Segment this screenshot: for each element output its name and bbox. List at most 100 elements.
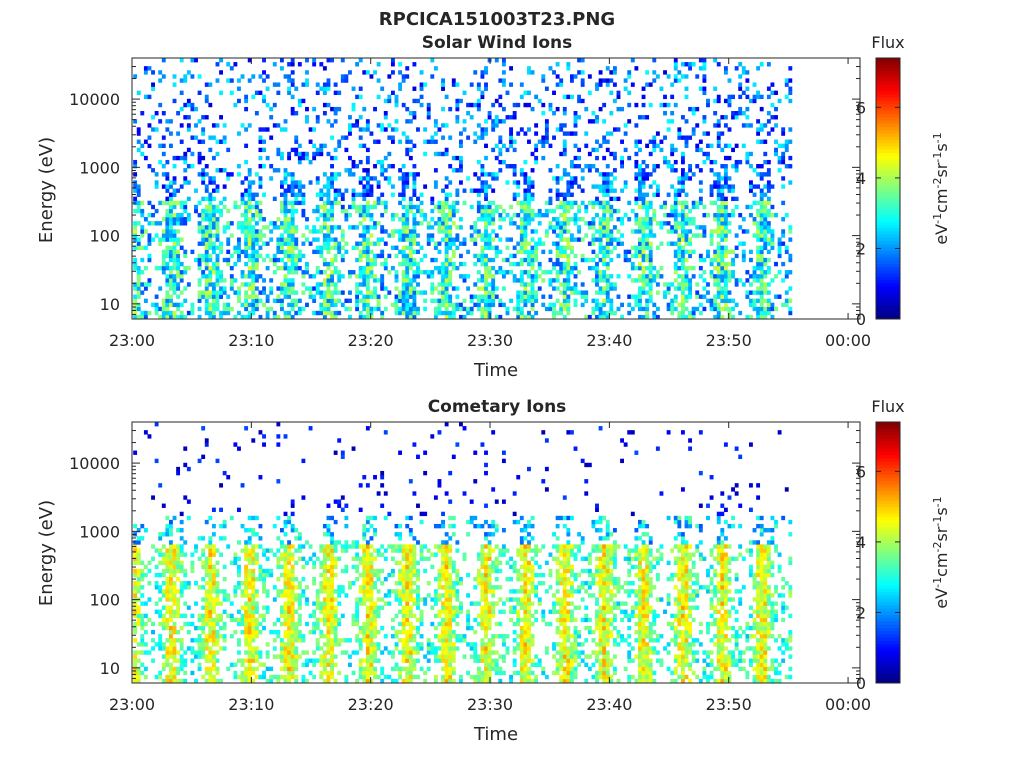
heatmap-cell bbox=[519, 249, 524, 255]
heatmap-cell bbox=[365, 314, 370, 320]
heatmap-cell bbox=[169, 221, 173, 226]
heatmap-cell bbox=[609, 78, 614, 83]
heatmap-cell bbox=[716, 221, 721, 226]
heatmap-cell bbox=[673, 58, 678, 63]
heatmap-cell bbox=[433, 184, 438, 189]
heatmap-cell bbox=[519, 274, 524, 279]
heatmap-cell bbox=[723, 168, 728, 173]
heatmap-cell bbox=[362, 168, 367, 173]
heatmap-cell bbox=[555, 106, 560, 112]
heatmap-cell bbox=[444, 278, 449, 283]
heatmap-cell bbox=[723, 180, 728, 185]
heatmap-cell bbox=[394, 286, 399, 291]
heatmap-cell bbox=[283, 253, 288, 259]
heatmap-cell bbox=[534, 257, 539, 263]
heatmap-cell bbox=[222, 184, 227, 189]
heatmap-cell bbox=[176, 270, 181, 275]
heatmap-cell bbox=[638, 221, 642, 226]
heatmap-cell bbox=[584, 257, 589, 263]
heatmap-cell bbox=[727, 274, 732, 279]
colorbar-segment bbox=[876, 221, 900, 225]
heatmap-cell bbox=[219, 589, 223, 594]
heatmap-cell bbox=[172, 560, 177, 566]
heatmap-cell bbox=[512, 180, 517, 185]
heatmap-cell bbox=[713, 86, 718, 91]
heatmap-cell bbox=[401, 261, 406, 267]
heatmap-cell bbox=[706, 98, 710, 104]
heatmap-cell bbox=[233, 629, 238, 635]
heatmap-cell bbox=[405, 176, 410, 181]
heatmap-cell bbox=[498, 237, 503, 242]
heatmap-cell bbox=[781, 159, 786, 165]
heatmap-cell bbox=[398, 306, 403, 312]
heatmap-cell bbox=[709, 274, 714, 279]
heatmap-cell bbox=[441, 286, 445, 291]
heatmap-cell bbox=[258, 274, 263, 279]
heatmap-cell bbox=[555, 127, 560, 132]
heatmap-cell bbox=[720, 290, 725, 295]
heatmap-cell bbox=[290, 82, 295, 87]
heatmap-cell bbox=[641, 192, 646, 197]
heatmap-cell bbox=[770, 115, 775, 120]
heatmap-cell bbox=[297, 184, 302, 189]
heatmap-cell bbox=[269, 115, 274, 120]
heatmap-cell bbox=[251, 670, 256, 676]
heatmap-cell bbox=[530, 217, 535, 222]
heatmap-cell bbox=[190, 102, 195, 108]
heatmap-cell bbox=[638, 176, 642, 181]
heatmap-cell bbox=[501, 78, 506, 83]
heatmap-cell bbox=[283, 294, 288, 299]
heatmap-cell bbox=[469, 298, 474, 303]
heatmap-cell bbox=[169, 528, 173, 533]
heatmap-cell bbox=[183, 102, 188, 108]
heatmap-cell bbox=[348, 314, 352, 320]
heatmap-cell bbox=[330, 225, 334, 230]
heatmap-cell bbox=[530, 314, 535, 320]
heatmap-cell bbox=[208, 617, 213, 623]
heatmap-cell bbox=[287, 217, 292, 222]
heatmap-cell bbox=[247, 302, 252, 308]
heatmap-cell bbox=[451, 155, 456, 161]
heatmap-cell bbox=[659, 221, 664, 226]
heatmap-cell bbox=[305, 261, 309, 267]
heatmap-cell bbox=[362, 302, 367, 308]
heatmap-cell bbox=[197, 638, 202, 643]
heatmap-cell bbox=[333, 176, 338, 181]
heatmap-cell bbox=[197, 654, 202, 659]
heatmap-cell bbox=[208, 102, 213, 108]
heatmap-cell bbox=[326, 102, 331, 108]
heatmap-cell bbox=[648, 282, 653, 287]
heatmap-cell bbox=[612, 127, 617, 132]
heatmap-cell bbox=[244, 544, 249, 549]
heatmap-cell bbox=[143, 265, 148, 271]
heatmap-cell bbox=[133, 621, 138, 627]
heatmap-cell bbox=[627, 217, 632, 222]
heatmap-cell bbox=[247, 540, 252, 545]
heatmap-cell bbox=[219, 314, 223, 320]
heatmap-cell bbox=[666, 302, 671, 308]
heatmap-cell bbox=[201, 212, 206, 218]
heatmap-cell bbox=[484, 184, 488, 189]
heatmap-cell bbox=[473, 294, 478, 299]
heatmap-cell bbox=[169, 556, 173, 561]
heatmap-cell bbox=[279, 302, 284, 308]
heatmap-cell bbox=[276, 257, 281, 263]
heatmap-cell bbox=[322, 82, 327, 87]
heatmap-cell bbox=[476, 217, 481, 222]
solar-wind-plot-frame bbox=[131, 57, 861, 320]
heatmap-cell bbox=[258, 164, 263, 169]
heatmap-cell bbox=[648, 298, 653, 303]
heatmap-cell bbox=[169, 662, 173, 667]
heatmap-cell bbox=[201, 115, 206, 120]
heatmap-cell bbox=[254, 298, 259, 303]
heatmap-cell bbox=[229, 172, 234, 177]
heatmap-cell bbox=[383, 241, 388, 246]
heatmap-cell bbox=[698, 200, 703, 206]
heatmap-cell bbox=[244, 94, 249, 100]
heatmap-cell bbox=[237, 638, 241, 643]
heatmap-cell bbox=[505, 180, 510, 185]
heatmap-cell bbox=[219, 200, 223, 206]
heatmap-cell bbox=[208, 314, 213, 320]
heatmap-cell bbox=[695, 143, 700, 149]
heatmap-cell bbox=[376, 302, 381, 308]
